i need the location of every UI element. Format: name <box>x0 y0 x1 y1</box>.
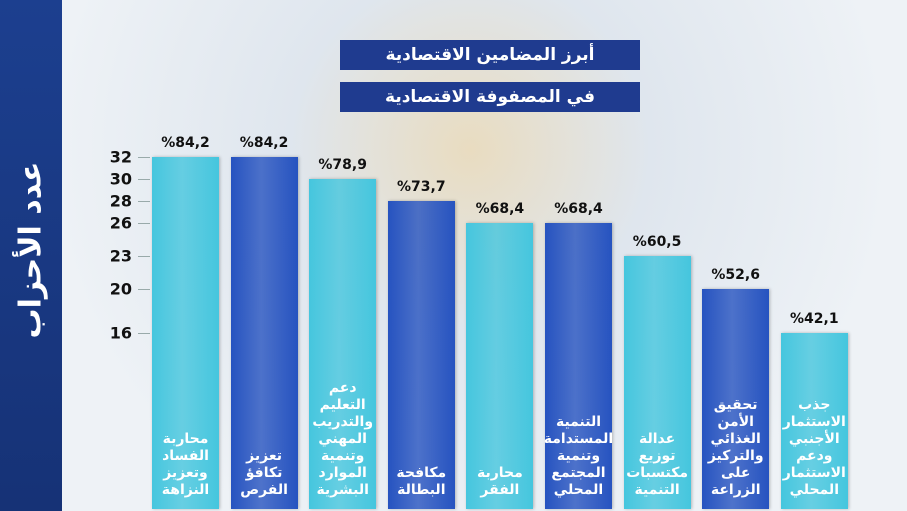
tick-mark <box>138 223 150 224</box>
category-label: دعم التعليم والتدريب المهني وتنمية الموا… <box>312 380 374 498</box>
tick-mark <box>138 256 150 257</box>
value-label: %78,9 <box>318 157 367 173</box>
category-label: تعزيز تكافؤ الفرص <box>240 448 288 498</box>
bar <box>309 179 377 509</box>
y-tick-label: 28 <box>109 191 132 211</box>
category-label: محاربة الفساد وتعزيز النزاهة <box>161 431 210 498</box>
y-tick-label: 30 <box>109 169 132 189</box>
category-label: التنمية المستدامة وتنمية المجتمع المحلي <box>543 414 614 498</box>
category-label: محاربة الفقر <box>476 465 523 498</box>
y-tick-label: 26 <box>109 213 132 233</box>
bar <box>152 157 219 509</box>
chart-title: في المصفوفة الاقتصادية <box>340 82 640 112</box>
category-label: جذب الاستثمار الأجنبي ودعم الاستثمار الم… <box>782 397 846 498</box>
y-tick-label: 16 <box>109 323 132 343</box>
y-axis-label: عدد الأحزاب <box>13 161 49 339</box>
bar <box>545 223 612 509</box>
category-label: تحقيق الأمن الغذائي والتركيز على الزراعة <box>707 397 764 498</box>
value-label: %60,5 <box>632 234 682 250</box>
tick-mark <box>138 157 150 158</box>
tick-mark <box>138 333 150 334</box>
y-tick-label: 20 <box>109 279 132 299</box>
value-label: %84,2 <box>239 135 289 151</box>
y-tick-label: 32 <box>109 147 132 167</box>
value-label: %68,4 <box>475 201 525 217</box>
bar <box>387 201 455 509</box>
value-label: %68,4 <box>554 201 603 217</box>
tick-mark <box>138 201 150 202</box>
bar <box>230 157 298 509</box>
bar <box>623 256 691 509</box>
chart-title: أبرز المضامين الاقتصادية <box>340 40 640 70</box>
tick-mark <box>138 179 150 180</box>
value-label: %42,1 <box>790 311 839 327</box>
category-label: عدالة توزيع مكتسبات التنمية <box>626 431 688 498</box>
bar <box>466 223 534 509</box>
y-tick-label: 23 <box>109 246 132 266</box>
axis-band <box>0 0 62 511</box>
value-label: %84,2 <box>161 135 210 151</box>
bar <box>702 289 770 509</box>
category-label: مكافحة البطالة <box>396 465 447 498</box>
value-label: %52,6 <box>711 267 760 283</box>
value-label: %73,7 <box>397 179 446 195</box>
tick-mark <box>138 289 150 290</box>
bar <box>780 333 848 509</box>
